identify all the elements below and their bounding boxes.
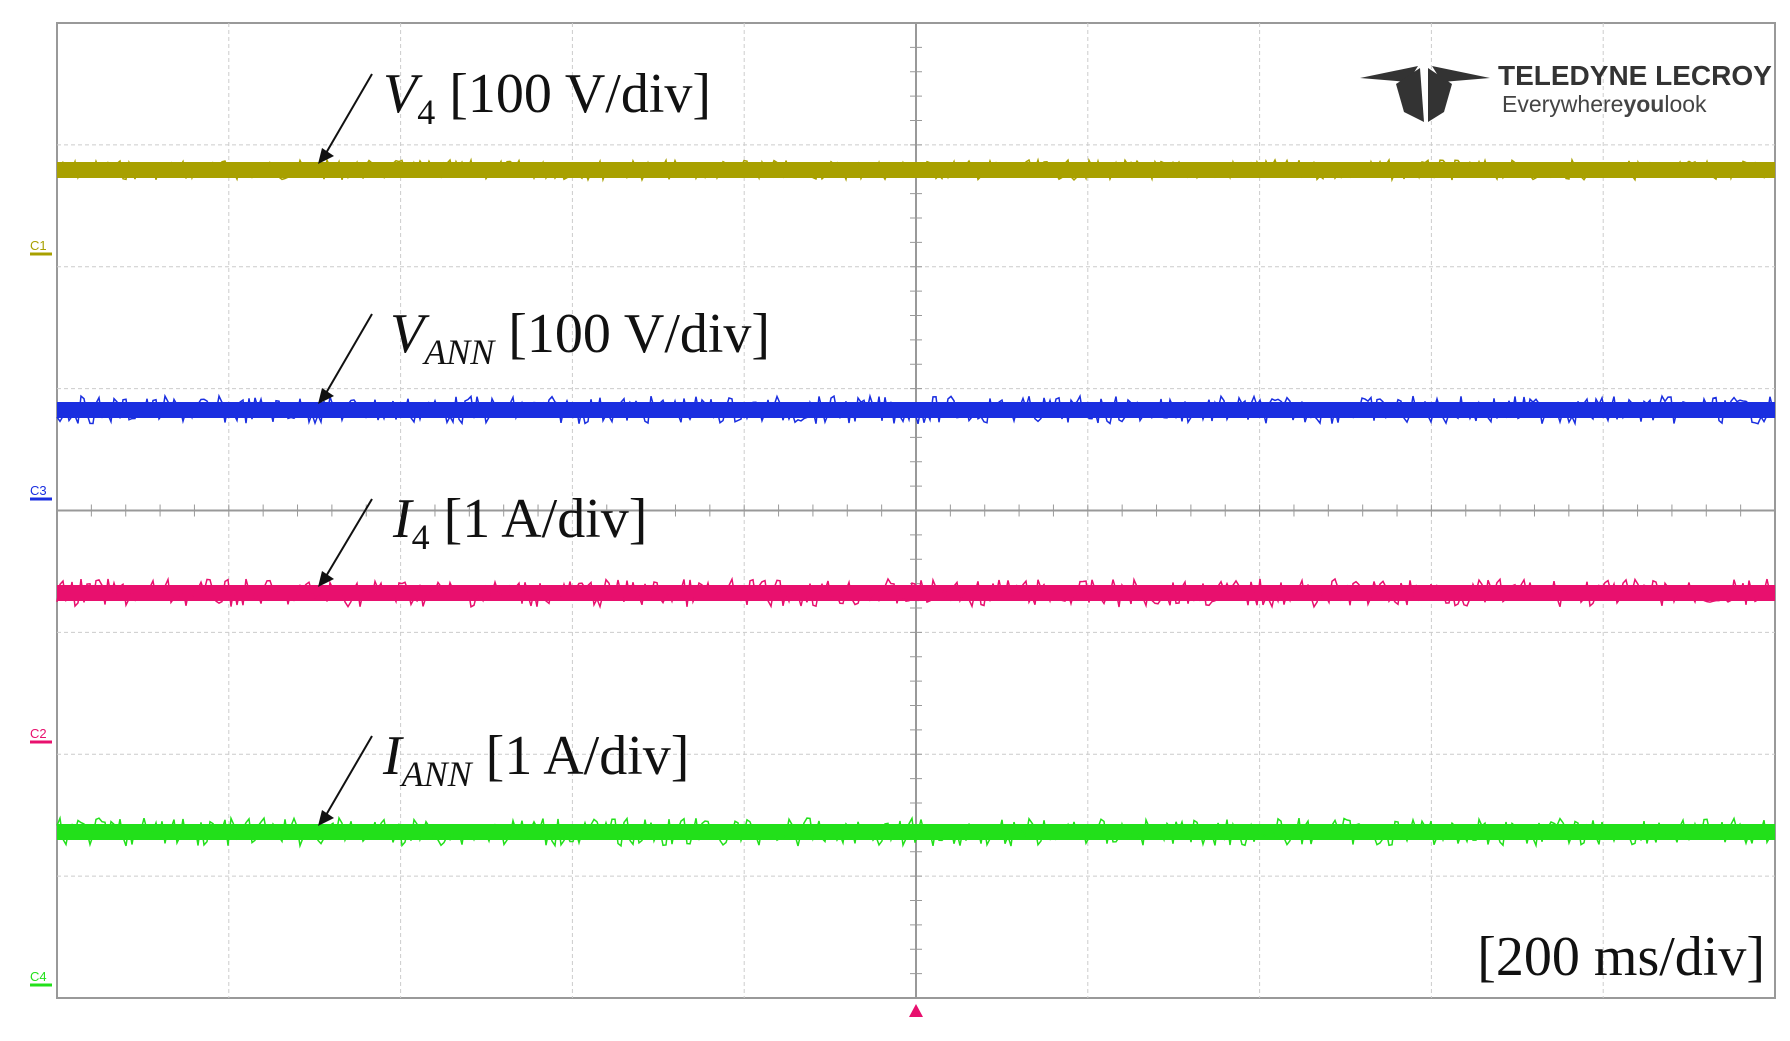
label-symbol: V [390,303,430,365]
label-arrow [321,73,373,161]
label-arrow [321,313,373,401]
arrow-head [318,388,334,404]
logo-mark [1396,68,1424,122]
label-arrow [321,498,373,584]
trigger-marker [909,1004,923,1017]
label-scale: [1 A/div] [486,725,690,787]
label-subscript: 4 [412,517,430,557]
timebase: [200 ms/div] [1477,926,1765,988]
label-arrow [321,735,373,823]
label-symbol: V [383,63,423,125]
label-subscript: 4 [417,92,435,132]
channel-label: C1 [30,238,47,253]
trace-label: I4 [1 A/div] [392,488,647,557]
tagline-end: look [1664,91,1707,117]
logo-mark [1432,66,1490,82]
logo-mark [1360,66,1418,82]
trace-noise [56,393,1774,427]
label-scale: [100 V/div] [449,63,711,125]
label-subscript: ANN [400,754,474,794]
trace-noise [56,157,1774,183]
tagline-bold: you [1623,91,1664,117]
label-symbol: I [392,488,414,550]
channel-label: C2 [30,726,47,741]
channel-label: C3 [30,483,47,498]
arrow-head [318,148,334,164]
channel-label: C4 [30,969,47,984]
trace-label: VANN [100 V/div] [390,303,770,372]
logo-tagline: Everywhereyoulook [1502,91,1707,117]
trace-noise [56,815,1774,849]
label-symbol: I [382,725,404,787]
arrow-head [318,571,334,587]
trace-label: IANN [1 A/div] [382,725,689,794]
label-scale: [100 V/div] [508,303,770,365]
arrow-head [318,810,334,826]
tagline-start: Everywhere [1502,91,1623,117]
label-scale: [1 A/div] [444,488,648,550]
trace-label: V4 [100 V/div] [383,63,711,132]
label-subscript: ANN [422,332,496,372]
logo-brand: TELEDYNE LECROY [1498,60,1772,91]
trace-noise [56,576,1774,610]
logo: TELEDYNE LECROY Everywhereyoulook [1360,60,1772,122]
